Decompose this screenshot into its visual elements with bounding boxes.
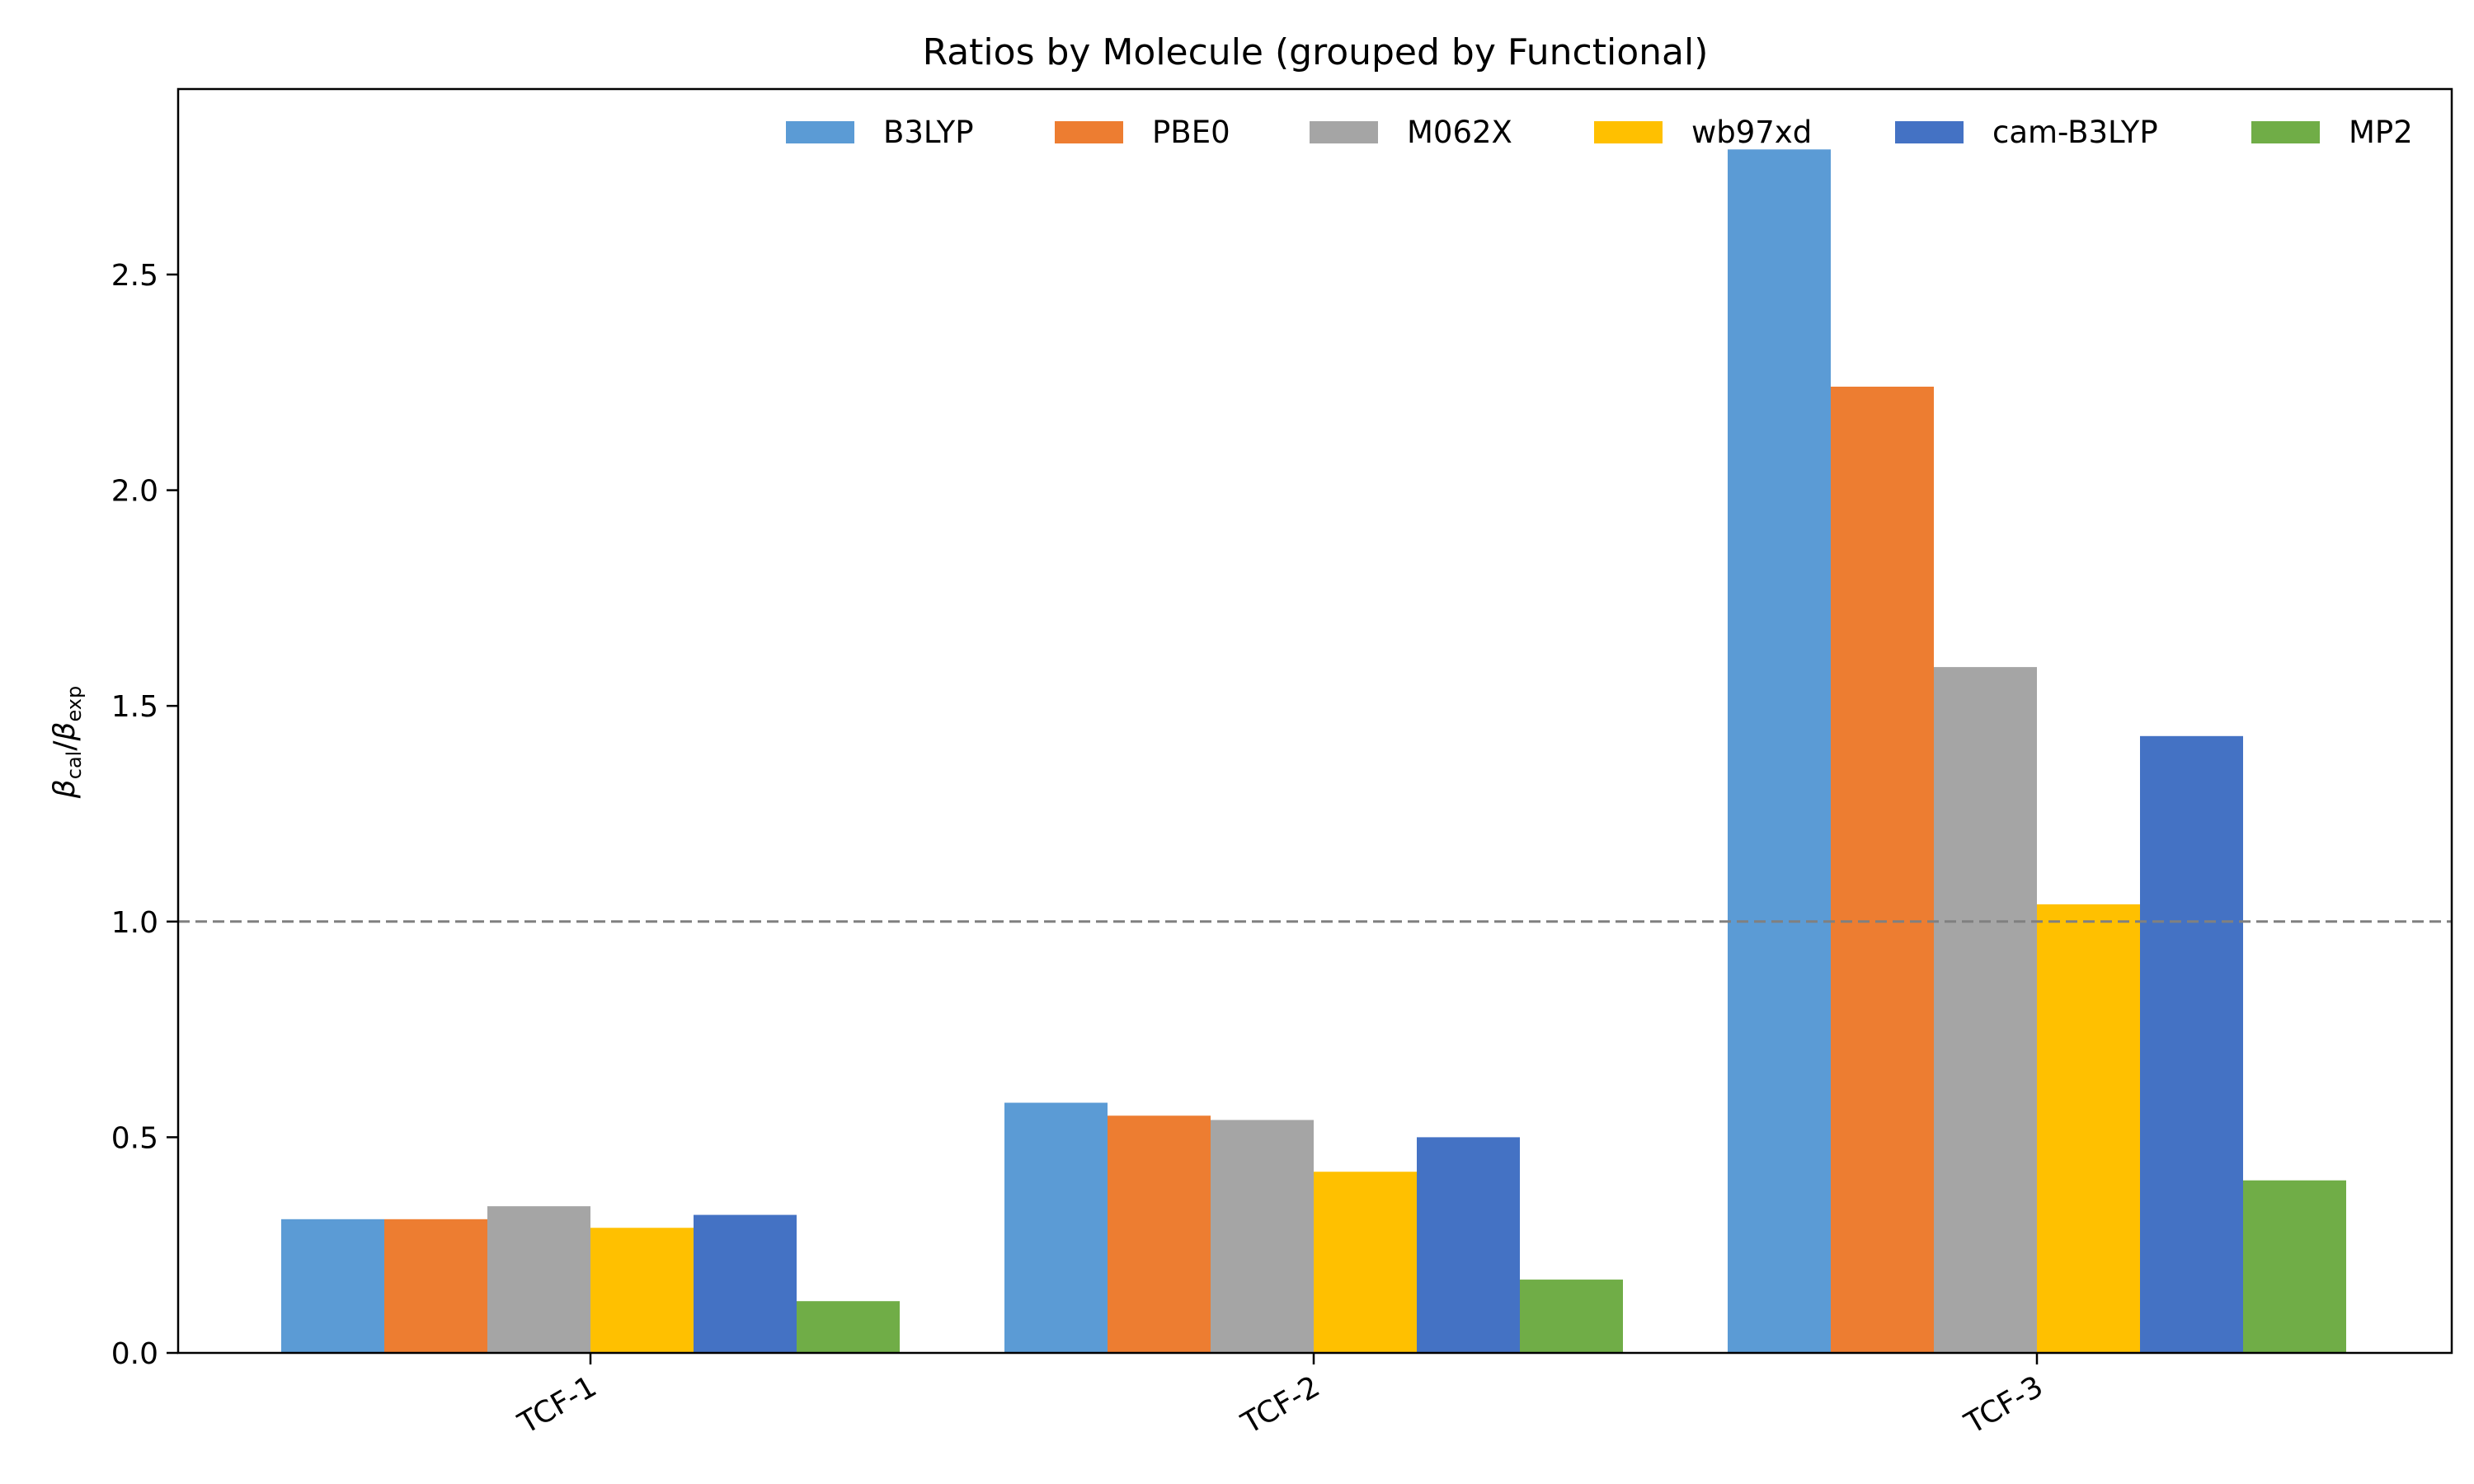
bar-cam-b3lyp-tcf-1: [694, 1214, 797, 1353]
y-tick-label: 2.0: [111, 475, 158, 509]
bar-cam-b3lyp-tcf-3: [2140, 735, 2243, 1353]
y-axis-label-beta-exp: β: [48, 722, 82, 742]
bar-b3lyp-tcf-1: [281, 1219, 384, 1353]
bar-pbe0-tcf-3: [1831, 387, 1934, 1353]
y-tick-label: 1.0: [111, 906, 158, 940]
y-tick-label: 2.5: [111, 259, 158, 293]
bar-mp2-tcf-1: [797, 1301, 900, 1353]
y-tick-label: 0.0: [111, 1337, 158, 1371]
bar-wb97xd-tcf-2: [1314, 1172, 1417, 1353]
plot-area-frame: [176, 87, 2453, 1355]
bar-m062x-tcf-1: [487, 1206, 590, 1353]
legend-swatch-b3lyp: [786, 121, 854, 143]
x-tick-label-tcf-1: TCF-1: [512, 1369, 602, 1441]
legend-swatch-mp2: [2251, 121, 2320, 143]
bar-wb97xd-tcf-3: [2037, 904, 2140, 1353]
legend-label-m062x: M062X: [1407, 115, 1512, 150]
bar-mp2-tcf-3: [2243, 1180, 2346, 1353]
bar-m062x-tcf-2: [1211, 1120, 1314, 1353]
bar-pbe0-tcf-2: [1108, 1115, 1211, 1353]
bar-wb97xd-tcf-1: [590, 1228, 694, 1353]
legend-swatch-wb97xd: [1594, 121, 1663, 143]
bar-m062x-tcf-3: [1934, 667, 2037, 1353]
legend-swatch-cam-b3lyp: [1895, 121, 1964, 143]
bars-layer: [281, 149, 2346, 1353]
bar-b3lyp-tcf-2: [1004, 1102, 1108, 1353]
y-tick-label: 1.5: [111, 690, 158, 724]
legend-swatch-m062x: [1310, 121, 1378, 143]
y-axis: 0.0 0.5 1.0 1.5 2.0 2.5: [111, 259, 178, 1371]
legend-swatch-pbe0: [1055, 121, 1123, 143]
legend-label-pbe0: PBE0: [1152, 115, 1230, 150]
bar-b3lyp-tcf-3: [1728, 149, 1831, 1353]
legend-label-mp2: MP2: [2349, 115, 2413, 150]
y-axis-label-slash: /: [48, 740, 82, 751]
y-axis-label: βcal/βexp: [48, 686, 86, 799]
y-tick-label: 0.5: [111, 1121, 158, 1155]
legend-label-cam-b3lyp: cam-B3LYP: [1992, 115, 2158, 150]
svg-text:βcal/βexp: βcal/βexp: [48, 686, 86, 799]
y-axis-label-beta-cal: β: [48, 779, 82, 799]
y-axis-label-sub-cal: cal: [63, 751, 86, 780]
legend-label-wb97xd: wb97xd: [1691, 115, 1812, 150]
bar-pbe0-tcf-1: [384, 1219, 487, 1353]
bar-mp2-tcf-2: [1520, 1280, 1623, 1353]
legend: B3LYP PBE0 M062X wb97xd cam-B3LYP MP2: [786, 115, 2413, 150]
legend-label-b3lyp: B3LYP: [883, 115, 974, 150]
chart-title: Ratios by Molecule (grouped by Functiona…: [923, 31, 1709, 73]
x-tick-label-tcf-2: TCF-2: [1235, 1369, 1325, 1441]
y-axis-label-sub-exp: exp: [63, 686, 86, 722]
x-tick-label-tcf-3: TCF-3: [1959, 1369, 2048, 1441]
x-axis: TCF-1 TCF-2 TCF-3: [512, 1353, 2049, 1441]
bar-cam-b3lyp-tcf-2: [1417, 1137, 1520, 1353]
